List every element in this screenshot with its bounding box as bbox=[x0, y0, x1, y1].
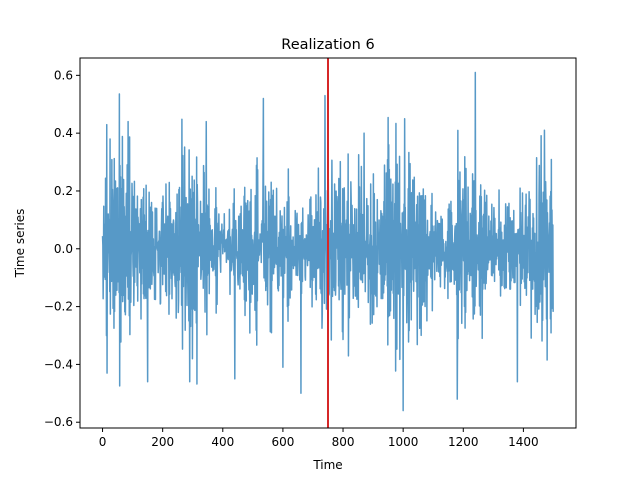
y-tick-label: 0.2 bbox=[54, 184, 73, 198]
x-tick-label: 1400 bbox=[508, 435, 539, 449]
x-tick-label: 200 bbox=[151, 435, 174, 449]
x-tick-label: 600 bbox=[271, 435, 294, 449]
x-axis: 0 200 400 600 800 1000 1200 1400 bbox=[99, 428, 539, 449]
x-tick-label: 400 bbox=[211, 435, 234, 449]
y-tick-label: −0.4 bbox=[44, 357, 73, 371]
y-axis: −0.6 −0.4 −0.2 0.0 0.2 0.4 0.6 bbox=[44, 68, 80, 429]
y-tick-label: 0.0 bbox=[54, 242, 73, 256]
y-axis-label: Time series bbox=[13, 209, 27, 279]
x-tick-label: 0 bbox=[99, 435, 107, 449]
chart-title: Realization 6 bbox=[281, 37, 374, 53]
x-axis-label: Time bbox=[312, 458, 342, 472]
y-tick-label: 0.6 bbox=[54, 68, 73, 82]
x-tick-label: 1000 bbox=[388, 435, 419, 449]
x-tick-label: 1200 bbox=[448, 435, 479, 449]
y-tick-label: 0.4 bbox=[54, 126, 73, 140]
x-tick-label: 800 bbox=[332, 435, 355, 449]
plot-frame bbox=[79, 57, 577, 429]
y-tick-label: −0.6 bbox=[44, 415, 73, 429]
y-tick-label: −0.2 bbox=[44, 300, 73, 314]
